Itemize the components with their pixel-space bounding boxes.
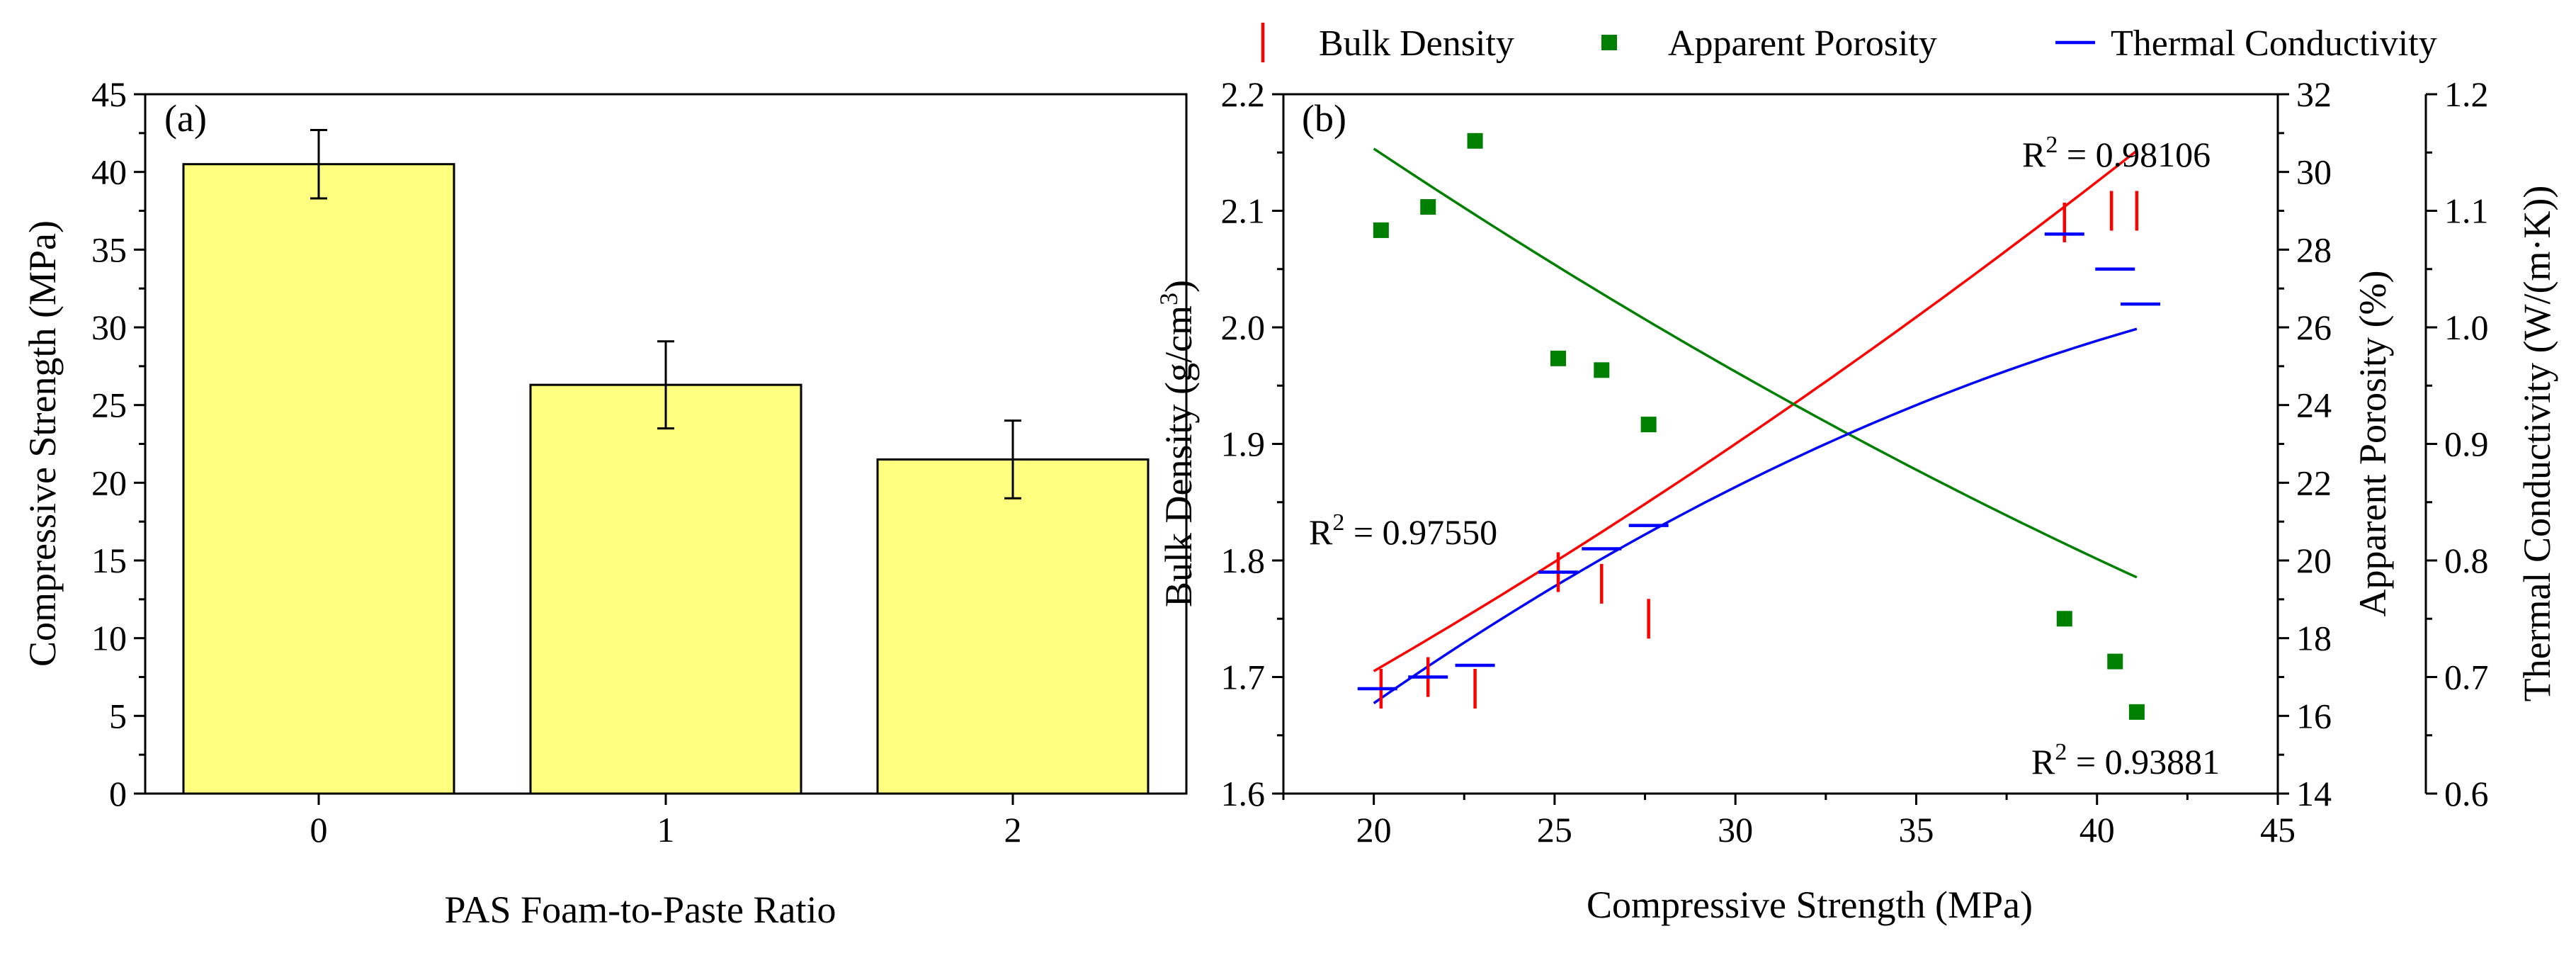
x-tick-label: 45 bbox=[2260, 810, 2296, 850]
panel-b-xlabel: Compressive Strength (MPa) bbox=[1587, 884, 2033, 926]
right2-tick-label: 0.9 bbox=[2444, 424, 2489, 464]
panel-a-xlabel: PAS Foam-to-Paste Ratio bbox=[444, 889, 836, 931]
panel-b: 20 25 30 35 40 45 1.6 1.7 1.8 1.9 2.0 2.1 2.2 14 16 1… bbox=[1154, 23, 2558, 926]
left-tick-label: 2.1 bbox=[1221, 191, 1266, 231]
panel-b-left-ylabel: Bulk Density (g/cm3) bbox=[1154, 280, 1200, 607]
bar-2 bbox=[876, 458, 1150, 795]
panel-a: 0 5 10 15 20 25 30 35 40 45 0 1 2 (a) Compressive S… bbox=[21, 74, 1188, 931]
y-tick-label: 15 bbox=[91, 541, 127, 580]
y-tick-label: 25 bbox=[91, 385, 127, 425]
point-apparent-porosity bbox=[1550, 350, 1567, 366]
right1-tick-label: 24 bbox=[2296, 385, 2332, 425]
right1-tick-label: 30 bbox=[2296, 152, 2332, 192]
right1-tick-label: 16 bbox=[2296, 696, 2332, 735]
right1-tick-label: 14 bbox=[2296, 774, 2332, 813]
y-tick-label: 30 bbox=[91, 308, 127, 347]
legend-label: Thermal Conductivity bbox=[2111, 23, 2437, 64]
y-tick-label: 5 bbox=[109, 696, 127, 735]
legend-marker-apparent-porosity bbox=[1601, 35, 1617, 50]
x-tick-label: 2 bbox=[1004, 810, 1022, 850]
panel-a-label: (a) bbox=[164, 97, 207, 140]
right2-tick-label: 1.2 bbox=[2444, 74, 2489, 114]
bar-1 bbox=[529, 383, 802, 795]
point-apparent-porosity bbox=[1594, 362, 1610, 378]
x-tick-label: 0 bbox=[310, 810, 328, 850]
bar-0 bbox=[182, 163, 455, 795]
panel-b-right1-ylabel: Apparent Porosity (%) bbox=[2351, 271, 2394, 617]
point-apparent-porosity bbox=[1420, 199, 1436, 215]
legend-label: Bulk Density bbox=[1319, 23, 1514, 64]
y-tick-label: 45 bbox=[91, 74, 127, 114]
panel-b-label: (b) bbox=[1302, 97, 1346, 140]
fit-curve-0 bbox=[1373, 150, 2138, 672]
x-tick-label: 20 bbox=[1356, 810, 1392, 850]
right1-tick-label: 22 bbox=[2296, 463, 2332, 502]
x-tick-label: 1 bbox=[657, 810, 675, 850]
right2-tick-label: 0.7 bbox=[2444, 658, 2489, 697]
y-tick-label: 20 bbox=[91, 463, 127, 502]
right1-tick-label: 20 bbox=[2296, 541, 2332, 580]
x-tick-label: 40 bbox=[2079, 810, 2115, 850]
right2-tick-label: 1.0 bbox=[2444, 308, 2489, 347]
panel-b-right2-ylabel: Thermal Conductivity (W/(m·K)) bbox=[2516, 186, 2558, 702]
right2-tick-label: 0.8 bbox=[2444, 541, 2489, 580]
y-tick-label: 0 bbox=[109, 774, 127, 813]
right1-tick-label: 28 bbox=[2296, 230, 2332, 269]
right2-tick-label: 1.1 bbox=[2444, 191, 2489, 231]
r2-label-bulk-density: R2 = 0.98106 bbox=[2022, 132, 2211, 174]
panel-a-ylabel: Compressive Strength (MPa) bbox=[21, 220, 64, 667]
left-tick-label: 1.6 bbox=[1221, 774, 1266, 813]
x-tick-label: 25 bbox=[1537, 810, 1572, 850]
r2-label-thermal-conductivity: R2 = 0.97550 bbox=[1309, 509, 1497, 552]
y-tick-label: 35 bbox=[91, 230, 127, 269]
fit-curve-2 bbox=[1373, 327, 2138, 704]
point-apparent-porosity bbox=[2107, 653, 2123, 670]
x-tick-label: 30 bbox=[1718, 810, 1753, 850]
left-tick-label: 1.9 bbox=[1221, 424, 1266, 464]
right1-tick-label: 18 bbox=[2296, 619, 2332, 658]
point-apparent-porosity bbox=[2056, 611, 2072, 627]
left-tick-label: 2.2 bbox=[1221, 74, 1266, 114]
fit-curve-1 bbox=[1373, 147, 2138, 579]
r2-label-apparent-porosity: R2 = 0.93881 bbox=[2031, 739, 2220, 782]
legend: Bulk Density Apparent Porosity Thermal Con… bbox=[1261, 23, 2437, 64]
right1-tick-label: 32 bbox=[2296, 74, 2332, 114]
x-tick-label: 35 bbox=[1898, 810, 1934, 850]
point-apparent-porosity bbox=[1640, 417, 1657, 433]
left-tick-label: 1.7 bbox=[1221, 658, 1266, 697]
right1-tick-label: 26 bbox=[2296, 308, 2332, 347]
point-apparent-porosity bbox=[2128, 704, 2145, 720]
point-apparent-porosity bbox=[1373, 222, 1389, 238]
left-tick-label: 2.0 bbox=[1221, 308, 1266, 347]
right2-tick-label: 0.6 bbox=[2444, 774, 2489, 813]
y-tick-label: 10 bbox=[91, 619, 127, 658]
left-tick-label: 1.8 bbox=[1221, 541, 1266, 580]
legend-label: Apparent Porosity bbox=[1668, 23, 1937, 64]
y-tick-label: 40 bbox=[91, 152, 127, 192]
point-apparent-porosity bbox=[1467, 132, 1483, 149]
